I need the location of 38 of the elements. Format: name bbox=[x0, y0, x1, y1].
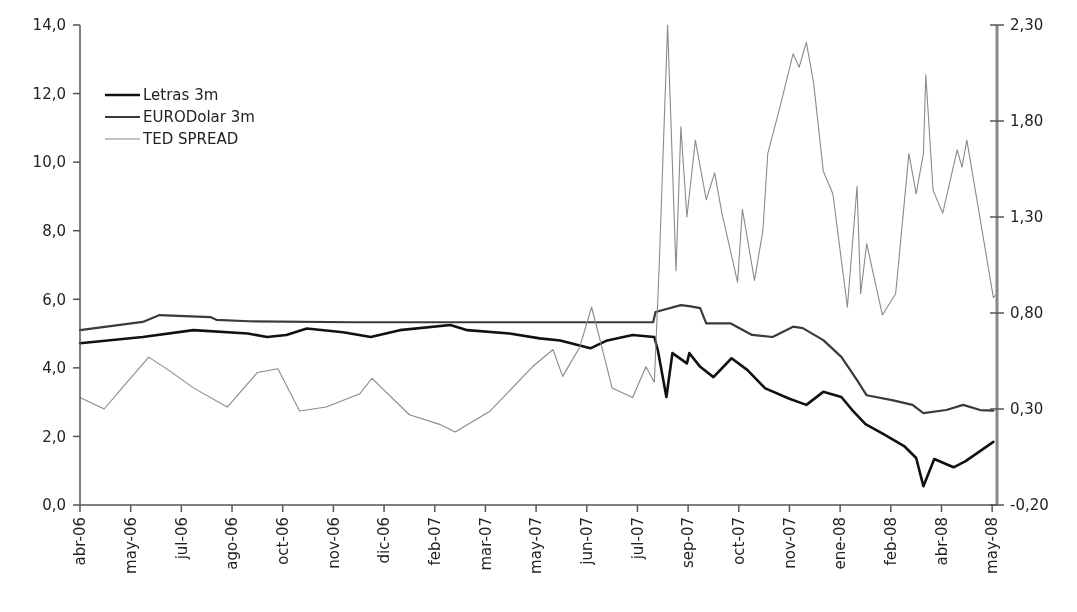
y-tick-label: 10,0 bbox=[32, 153, 66, 172]
x-tick-label: ago-06 bbox=[223, 517, 242, 570]
legend-label: Letras 3m bbox=[143, 86, 219, 105]
x-tick-label: oct-06 bbox=[273, 517, 292, 565]
y2-tick-label: 0,30 bbox=[1010, 400, 1044, 419]
x-tick-label: may-08 bbox=[983, 517, 1002, 574]
legend-label: EURODolar 3m bbox=[143, 108, 255, 127]
y-tick-label: 0,0 bbox=[42, 496, 66, 515]
y-tick-label: 14,0 bbox=[32, 16, 66, 35]
x-tick-label: jul-06 bbox=[172, 517, 191, 561]
line-series bbox=[78, 323, 995, 488]
y-tick-label: 2,0 bbox=[42, 427, 66, 446]
x-tick-label: oct-07 bbox=[730, 517, 749, 565]
y2-tick-label: 0,80 bbox=[1010, 304, 1044, 323]
x-tick-label: nov-07 bbox=[780, 517, 799, 569]
x-tick-label: may-07 bbox=[527, 517, 546, 574]
x-tick-label: mar-07 bbox=[476, 517, 495, 571]
x-tick-label: sep-07 bbox=[679, 517, 698, 569]
x-tick-label: abr-08 bbox=[932, 517, 951, 566]
x-tick-label: jun-07 bbox=[578, 517, 597, 566]
y2-tick-label: 2,30 bbox=[1010, 16, 1044, 35]
x-tick-label: jul-07 bbox=[628, 517, 647, 561]
x-tick-label: dic-06 bbox=[375, 517, 394, 564]
y-tick-label: 12,0 bbox=[32, 84, 66, 103]
y-tick-label: 4,0 bbox=[42, 359, 66, 378]
x-tick-label: may-06 bbox=[121, 517, 140, 574]
x-tick-label: abr-06 bbox=[71, 517, 90, 566]
x-tick-label: feb-07 bbox=[425, 517, 444, 566]
x-tick-label: feb-08 bbox=[882, 517, 901, 566]
y2-tick-label: -0,20 bbox=[1010, 496, 1049, 515]
x-tick-label: nov-06 bbox=[324, 517, 343, 569]
y2-tick-label: 1,30 bbox=[1010, 208, 1044, 227]
legend-label: TED SPREAD bbox=[142, 130, 239, 149]
line-series bbox=[78, 304, 995, 415]
y2-tick-label: 1,80 bbox=[1010, 112, 1044, 131]
x-tick-label: ene-08 bbox=[831, 517, 850, 570]
y-tick-label: 8,0 bbox=[42, 221, 66, 240]
y-tick-label: 6,0 bbox=[42, 290, 66, 309]
